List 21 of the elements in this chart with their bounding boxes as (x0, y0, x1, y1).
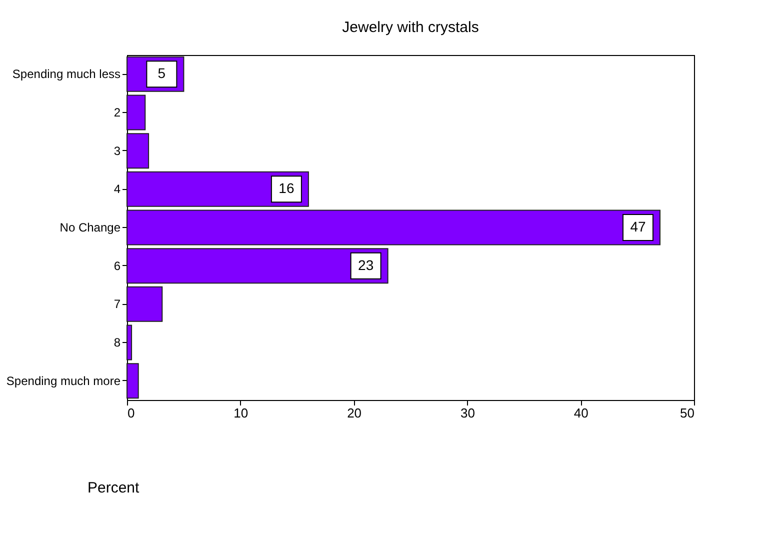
chart-title: Jewelry with crystals (342, 19, 479, 36)
x-axis-title: Percent (88, 480, 140, 496)
y-tick-label: 8 (114, 336, 121, 350)
data-label: 47 (630, 218, 646, 234)
x-tick-label: 10 (234, 406, 248, 420)
data-label: 16 (278, 180, 294, 196)
x-tick-label: 20 (347, 406, 362, 420)
y-tick-label: No Change (60, 220, 121, 234)
data-label: 5 (158, 65, 166, 82)
data-label: 23 (358, 256, 374, 273)
y-tick-label: 7 (114, 297, 121, 312)
x-tick-label: 40 (574, 406, 588, 420)
y-tick-label: 3 (114, 144, 121, 158)
y-tick-label: Spending much more (6, 374, 121, 388)
y-tick-label: 6 (114, 258, 121, 273)
x-tick-label: 0 (128, 406, 135, 420)
x-tick-label: 50 (680, 406, 694, 420)
y-tick-label: Spending much less (12, 67, 120, 82)
y-tick-label: 4 (114, 182, 121, 196)
y-tick-label: 2 (114, 106, 121, 120)
x-tick-label: 30 (460, 406, 475, 420)
